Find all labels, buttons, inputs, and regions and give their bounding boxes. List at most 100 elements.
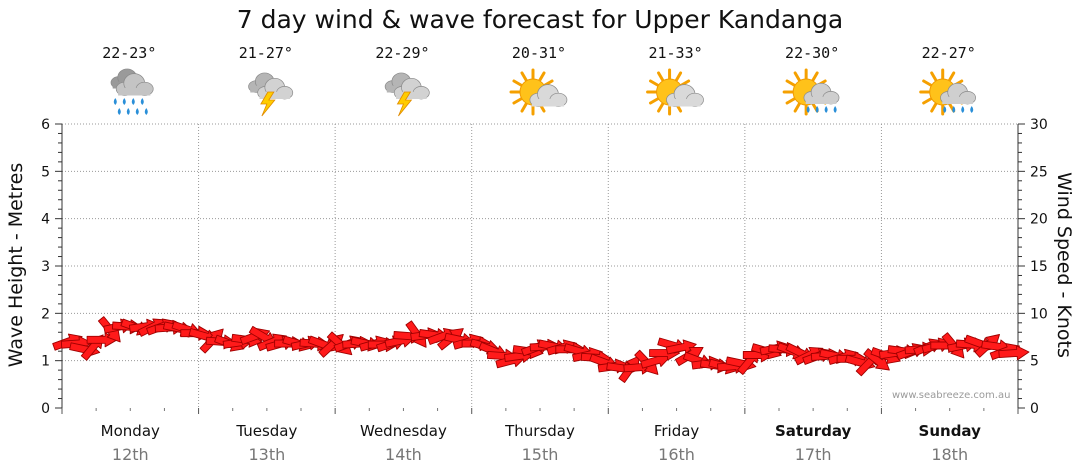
right-tick-label: 15 xyxy=(1030,259,1048,275)
raindrop xyxy=(122,98,126,105)
gridlines xyxy=(62,123,1018,408)
sun-shower-icon xyxy=(919,68,976,116)
partly-cloudy-icon xyxy=(646,68,704,116)
day-name-label: Friday xyxy=(654,422,700,440)
left-tick-label: 1 xyxy=(41,354,50,370)
raindrop xyxy=(135,108,139,115)
left-tick-label: 5 xyxy=(41,164,50,180)
day-temperature: 22-30° xyxy=(785,44,839,62)
raindrop xyxy=(144,108,148,115)
lightning-bolt xyxy=(396,91,413,117)
raindrop xyxy=(140,98,144,105)
day-date-label: 13th xyxy=(248,445,285,464)
left-tick-label: 2 xyxy=(41,306,50,322)
cloud-shape xyxy=(115,73,154,96)
raindrop xyxy=(815,106,819,113)
right-tick-label: 5 xyxy=(1030,354,1039,370)
sun-ray xyxy=(922,79,933,87)
sun-ray xyxy=(520,71,528,83)
sun-ray xyxy=(649,97,660,105)
sun-shower-icon xyxy=(782,68,840,116)
day-name-label: Saturday xyxy=(775,422,852,440)
raindrop xyxy=(113,98,117,105)
sun-ray xyxy=(674,71,683,83)
sun-ray xyxy=(512,79,524,87)
day-temperature: 22-23° xyxy=(102,44,156,62)
raindrop xyxy=(833,106,837,113)
sun-ray xyxy=(785,97,797,105)
y-axis-label-right: Wind Speed - Knots xyxy=(1053,172,1075,358)
y-axis-label-left: Wave Height - Metres xyxy=(5,163,27,367)
raindrop xyxy=(943,106,947,113)
sun-ray xyxy=(657,71,665,83)
wind-arrow-series xyxy=(52,316,1030,383)
day-date-label: 17th xyxy=(795,445,832,464)
left-axis: 0 1 2 3 4 5 6 xyxy=(41,117,63,417)
heavy-rain-icon xyxy=(110,68,154,115)
wind-arrow xyxy=(998,345,1030,361)
chart-title: 7 day wind & wave forecast for Upper Kan… xyxy=(237,5,844,34)
cloud-shape xyxy=(803,82,840,105)
right-tick-label: 25 xyxy=(1030,164,1048,180)
right-tick-label: 20 xyxy=(1030,212,1048,228)
sun-ray xyxy=(922,97,933,105)
left-tick-label: 4 xyxy=(41,212,50,228)
sun-ray xyxy=(793,101,802,113)
sun-ray xyxy=(947,71,956,83)
wind-arrow xyxy=(863,348,890,371)
watermark: www.seabreeze.com.au xyxy=(892,390,1011,401)
right-tick-label: 0 xyxy=(1030,401,1039,417)
sun-ray xyxy=(538,71,546,83)
day-temperature: 21-33° xyxy=(648,44,702,62)
cloud-base xyxy=(259,91,291,99)
day-temperature: 20-31° xyxy=(512,44,566,62)
right-axis: 0 5 10 15 20 25 30 xyxy=(1017,117,1048,417)
cloud-shape xyxy=(940,82,976,105)
raindrop xyxy=(117,108,121,115)
day-name-label: Wednesday xyxy=(360,422,447,440)
day-date-label: 12th xyxy=(112,445,149,464)
day-temperature: 22-29° xyxy=(375,44,429,62)
raindrop xyxy=(952,106,956,113)
sun-ray xyxy=(930,101,938,113)
day-date-label: 16th xyxy=(658,445,695,464)
weather-icons: 22-23° 21-27° 22-29° 20-31° 21-33° 22-30° 22-2… xyxy=(102,44,976,117)
left-tick-label: 0 xyxy=(41,401,50,417)
day-date-label: 14th xyxy=(385,445,422,464)
sun-ray xyxy=(793,71,802,83)
sun-ray xyxy=(930,71,938,83)
partly-cloudy-icon xyxy=(509,68,568,116)
cloud-shape xyxy=(666,84,704,107)
day-date-label: 18th xyxy=(931,445,968,464)
left-tick-label: 3 xyxy=(41,259,50,275)
day-date-label: 15th xyxy=(522,445,559,464)
raindrop xyxy=(131,98,135,105)
raindrop xyxy=(806,106,810,113)
day-name-label: Thursday xyxy=(504,422,575,440)
day-name-label: Monday xyxy=(101,422,160,440)
day-labels: Monday 12th Tuesday 13th Wednesday 14th Thursd… xyxy=(61,408,1019,464)
sun-ray xyxy=(512,97,524,105)
cloud-base xyxy=(942,96,973,104)
thunderstorm-icon xyxy=(384,72,430,117)
right-tick-label: 30 xyxy=(1030,117,1048,133)
sun-ray xyxy=(520,101,528,113)
raindrop xyxy=(961,106,965,113)
cloud-base xyxy=(805,96,837,104)
day-name-label: Tuesday xyxy=(235,422,297,440)
raindrop xyxy=(824,106,828,113)
raindrop xyxy=(970,106,974,113)
right-tick-label: 10 xyxy=(1030,306,1048,322)
day-temperature: 21-27° xyxy=(239,44,293,62)
cloud-base xyxy=(396,91,427,99)
thunderstorm-icon xyxy=(248,72,294,117)
sun-ray xyxy=(811,71,819,83)
cloud-base xyxy=(668,98,701,107)
sun-ray xyxy=(649,79,660,87)
cloud-shape xyxy=(529,84,568,107)
left-tick-label: 6 xyxy=(41,117,50,133)
sun-ray xyxy=(657,101,665,113)
sun-ray xyxy=(785,79,797,87)
lightning-bolt xyxy=(260,91,276,117)
